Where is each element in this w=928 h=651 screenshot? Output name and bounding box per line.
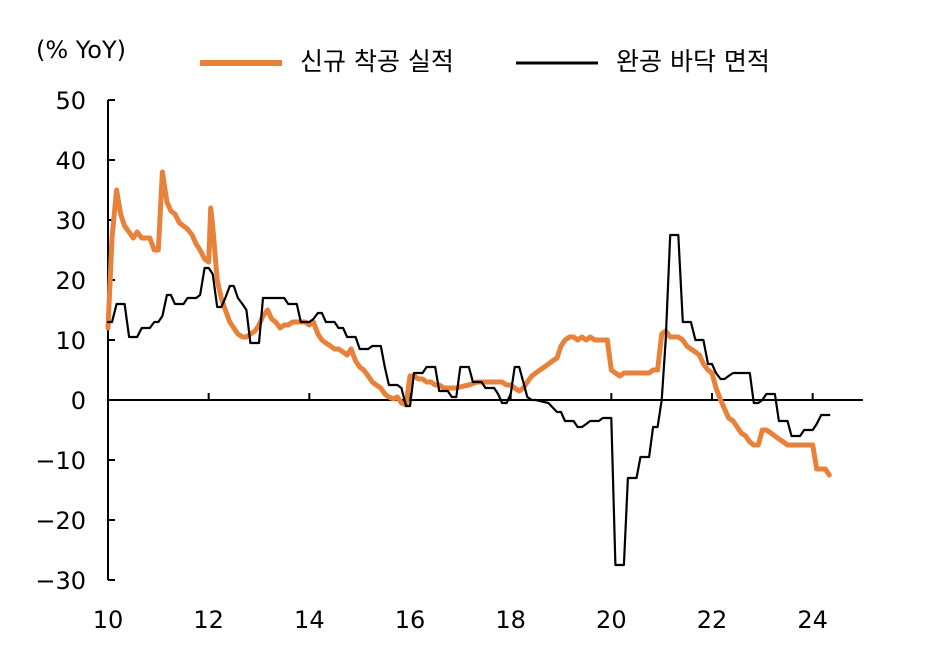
x-tick-label: 24 bbox=[797, 606, 828, 634]
legend: 신규 착공 실적 완공 바닥 면적 bbox=[200, 47, 770, 76]
y-axis: 50 40 30 20 10 0 −10 −20 −30 bbox=[35, 87, 115, 595]
y-tick-label: 0 bbox=[71, 387, 86, 415]
x-tick-label: 14 bbox=[294, 606, 325, 634]
x-tick-label: 20 bbox=[596, 606, 627, 634]
series-layer bbox=[105, 169, 832, 567]
y-tick-label: 10 bbox=[55, 327, 86, 355]
x-tick-label: 22 bbox=[697, 606, 728, 634]
x-tick-label: 12 bbox=[193, 606, 224, 634]
legend-label-new-starts: 신규 착공 실적 bbox=[300, 47, 454, 76]
x-tick-label: 10 bbox=[93, 606, 124, 634]
y-tick-label: 30 bbox=[55, 207, 86, 235]
x-axis: 10 12 14 16 18 20 22 24 bbox=[93, 393, 863, 634]
y-tick-label: −30 bbox=[35, 567, 86, 595]
x-tick-label: 18 bbox=[495, 606, 526, 634]
x-tick-label: 16 bbox=[395, 606, 426, 634]
y-tick-label: 50 bbox=[55, 87, 86, 115]
y-tick-label: 40 bbox=[55, 147, 86, 175]
y-tick-label: −10 bbox=[35, 447, 86, 475]
series-line-completed-floor-area bbox=[106, 233, 831, 567]
y-axis-unit-label: (% YoY) bbox=[36, 36, 126, 64]
legend-label-completed-floor-area: 완공 바닥 면적 bbox=[616, 47, 770, 76]
y-tick-label: 20 bbox=[55, 267, 86, 295]
series-line-new-starts bbox=[105, 169, 832, 478]
y-tick-label: −20 bbox=[35, 507, 86, 535]
